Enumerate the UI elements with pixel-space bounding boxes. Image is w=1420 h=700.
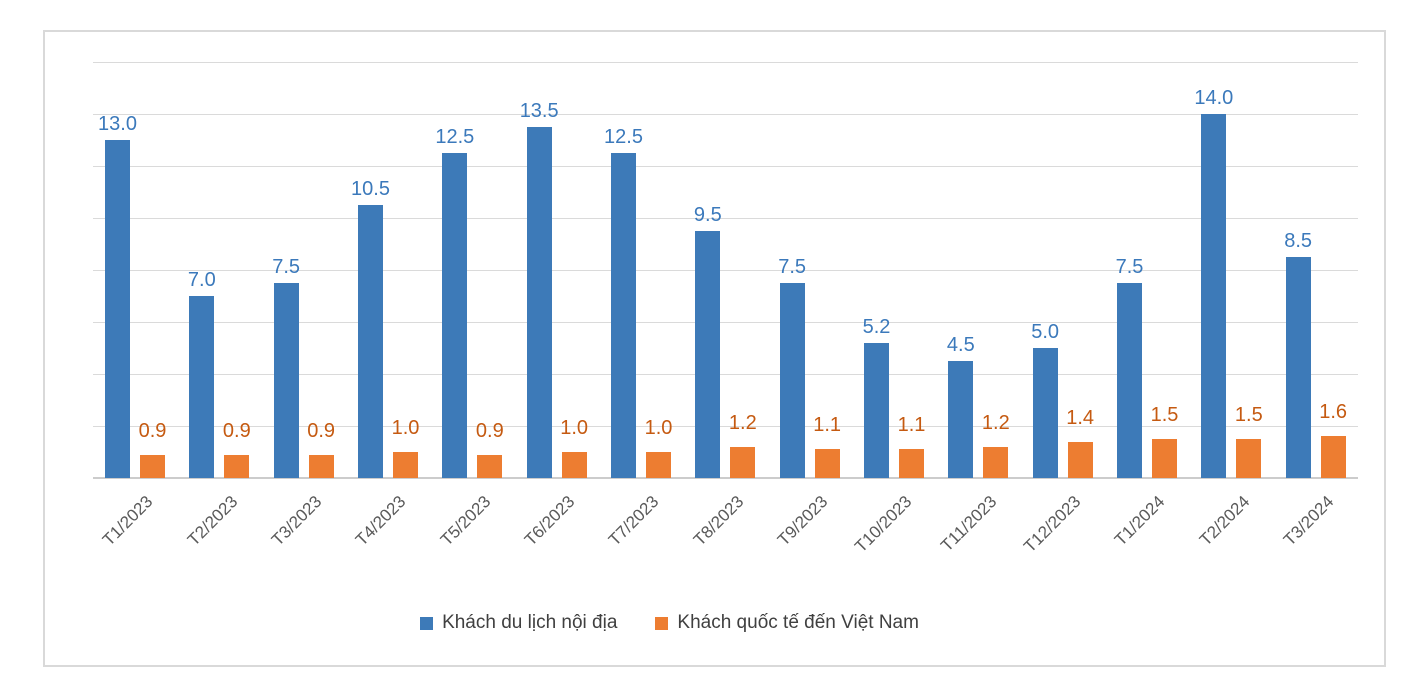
data-label-domestic-tourists: 8.5 [1284, 230, 1313, 252]
bar-domestic-tourists [611, 153, 636, 478]
bar-domestic-tourists [1201, 114, 1227, 478]
bar-domestic-tourists [526, 127, 552, 478]
data-label-international-visitors: 1.4 [1066, 406, 1095, 429]
bar-international-visitors [561, 452, 587, 478]
data-label-international-visitors: 0.9 [307, 419, 336, 442]
data-label-domestic-tourists: 12.5 [604, 126, 643, 148]
x-axis-line [93, 477, 1358, 479]
bar-domestic-tourists [358, 205, 383, 478]
bar-international-visitors [140, 454, 165, 478]
data-label-international-visitors: 1.6 [1319, 401, 1348, 424]
legend-item-domestic-tourists: Khách du lịch nội địa [420, 612, 617, 634]
bar-international-visitors [1067, 441, 1093, 478]
bar-international-visitors [1236, 439, 1262, 478]
data-label-international-visitors: 1.5 [1150, 404, 1179, 426]
plot-area: 13.0 0.9 T1/2023 7.0 0.9 T2/2023 7.5 0.9 T3/2023… [93, 62, 1358, 556]
gridline [93, 114, 1358, 115]
data-label-domestic-tourists: 5.0 [1031, 321, 1060, 343]
bar-international-visitors [814, 449, 840, 478]
legend-label: Khách quốc tế đến Việt Nam [677, 612, 919, 633]
bar-domestic-tourists [105, 140, 130, 478]
data-label-international-visitors: 1.0 [644, 417, 673, 439]
data-label-international-visitors: 0.9 [475, 419, 504, 442]
bar-international-visitors [899, 449, 924, 478]
gridline [93, 322, 1358, 323]
bar-international-visitors [730, 446, 756, 478]
chart-card: 13.0 0.9 T1/2023 7.0 0.9 T2/2023 7.5 0.9 T3/2023… [43, 30, 1386, 667]
bar-domestic-tourists [1032, 348, 1058, 478]
data-label-domestic-tourists: 12.5 [435, 126, 475, 148]
legend-swatch-domestic-tourists [420, 616, 434, 630]
data-label-domestic-tourists: 7.5 [778, 256, 807, 278]
legend: Khách du lịch nội địa Khách quốc tế đến V… [0, 612, 1339, 634]
data-label-domestic-tourists: 7.5 [1115, 256, 1144, 278]
bar-international-visitors [477, 454, 503, 478]
data-label-international-visitors: 1.2 [728, 411, 757, 434]
bar-international-visitors [308, 454, 334, 478]
bar-domestic-tourists [1117, 283, 1142, 478]
gridline [93, 62, 1358, 63]
data-label-international-visitors: 1.1 [897, 414, 926, 437]
data-label-international-visitors: 1.0 [391, 417, 420, 439]
data-label-international-visitors: 1.0 [560, 417, 589, 439]
bar-domestic-tourists [948, 361, 974, 478]
legend-item-international-visitors: Khách quốc tế đến Việt Nam [655, 612, 919, 634]
gridline [93, 218, 1358, 219]
bar-international-visitors [393, 452, 418, 478]
legend-label: Khách du lịch nội địa [442, 612, 618, 633]
data-label-domestic-tourists: 10.5 [351, 178, 390, 200]
data-label-domestic-tourists: 9.5 [693, 204, 722, 226]
bar-international-visitors [1320, 436, 1346, 478]
gridline [93, 166, 1358, 167]
data-label-domestic-tourists: 13.0 [98, 113, 137, 135]
data-label-domestic-tourists: 13.5 [519, 100, 559, 122]
data-label-international-visitors: 1.1 [813, 414, 842, 437]
bar-domestic-tourists [864, 342, 889, 478]
legend-swatch-international-visitors [655, 616, 669, 630]
bar-domestic-tourists [189, 296, 215, 478]
data-label-international-visitors: 0.9 [222, 419, 251, 442]
bar-domestic-tourists [779, 283, 805, 478]
bar-domestic-tourists [1285, 257, 1311, 478]
bar-domestic-tourists [442, 153, 468, 478]
gridline [93, 374, 1358, 375]
gridline [93, 270, 1358, 271]
bar-domestic-tourists [273, 283, 299, 478]
data-label-international-visitors: 1.2 [981, 411, 1010, 434]
data-label-domestic-tourists: 4.5 [946, 334, 975, 356]
gridline [93, 426, 1358, 427]
data-label-international-visitors: 1.5 [1234, 404, 1263, 426]
data-label-international-visitors: 0.9 [138, 419, 167, 442]
bar-international-visitors [646, 452, 671, 478]
data-label-domestic-tourists: 5.2 [862, 315, 891, 338]
data-label-domestic-tourists: 7.0 [187, 269, 216, 291]
data-label-domestic-tourists: 14.0 [1194, 87, 1234, 109]
data-label-domestic-tourists: 7.5 [272, 256, 301, 278]
bar-international-visitors [983, 446, 1009, 478]
bar-international-visitors [224, 454, 250, 478]
bar-domestic-tourists [695, 231, 721, 478]
bar-international-visitors [1152, 439, 1177, 478]
